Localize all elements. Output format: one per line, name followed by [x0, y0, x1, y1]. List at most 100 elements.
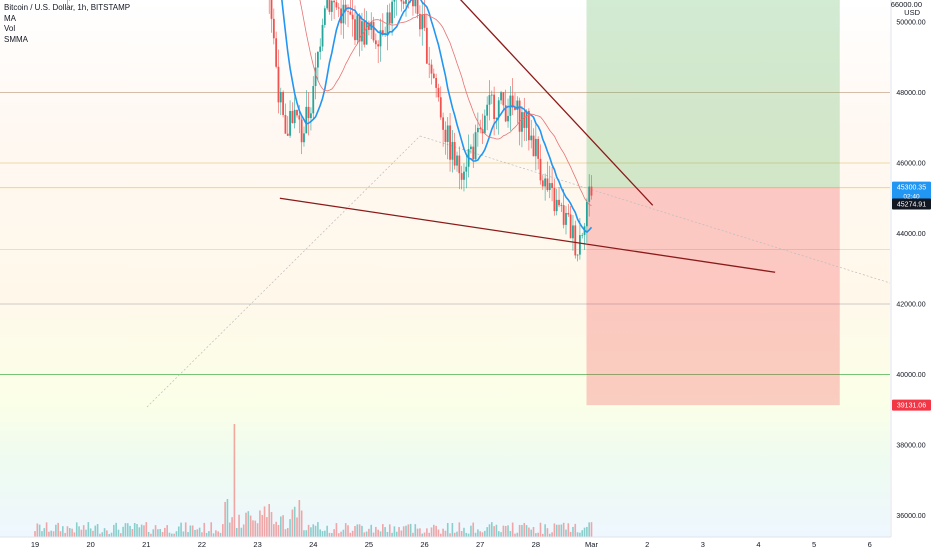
volume-bar — [562, 522, 565, 537]
volume-bar — [89, 528, 92, 537]
volume-bar — [273, 524, 275, 537]
volume-bar — [154, 525, 157, 537]
price-tag-bg — [892, 399, 931, 411]
candle-body — [581, 234, 584, 236]
candle-body — [425, 27, 428, 64]
volume-bar — [106, 530, 108, 537]
volume-bar — [430, 527, 433, 537]
candle-body — [576, 254, 579, 256]
volume-bar — [212, 533, 215, 537]
volume-bar — [502, 525, 505, 537]
candle-body — [365, 22, 368, 45]
x-tick-label: 25 — [365, 540, 373, 549]
volume-bar — [583, 527, 586, 537]
volume-bar — [484, 530, 486, 537]
volume-bar — [171, 533, 173, 537]
volume-bar — [48, 531, 50, 537]
volume-bar — [222, 524, 224, 537]
candle-body — [423, 14, 426, 28]
volume-bar — [407, 524, 410, 537]
candle-body — [421, 14, 424, 30]
candle-body — [458, 155, 461, 174]
volume-bar — [479, 531, 481, 537]
y-tick-label: 36000.00 — [896, 513, 925, 520]
volume-bar — [198, 527, 201, 537]
price-tag-bg — [892, 198, 931, 210]
volume-bar — [168, 532, 171, 537]
volume-bar — [539, 522, 542, 537]
candle-body — [412, 0, 414, 7]
position-target-zone — [586, 0, 840, 188]
candle-body — [486, 104, 489, 116]
price-axis-background — [891, 0, 932, 550]
volume-bar — [62, 526, 64, 537]
volume-bar — [391, 532, 393, 537]
volume-bar — [437, 529, 440, 537]
volume-bar — [416, 528, 419, 537]
volume-bar — [113, 524, 115, 537]
legend-indicator-vol[interactable]: Vol — [4, 24, 16, 33]
volume-bar — [87, 522, 90, 537]
volume-bar — [99, 533, 101, 537]
volume-bar — [395, 531, 398, 537]
volume-bar — [363, 532, 366, 537]
candle-body — [588, 186, 591, 202]
candle-body — [463, 171, 465, 180]
candle-body — [310, 113, 312, 119]
volume-bar — [164, 527, 166, 537]
volume-bar — [493, 526, 495, 537]
candle-body — [574, 225, 577, 256]
volume-bar — [511, 522, 514, 537]
legend-indicator-smma[interactable]: SMMA — [4, 34, 28, 44]
volume-bar — [442, 528, 444, 537]
volume-bar — [525, 525, 528, 537]
volume-bar — [530, 529, 533, 537]
volume-bar — [117, 529, 120, 537]
candle-body — [449, 125, 451, 160]
volume-bar — [59, 531, 62, 537]
chart-legend: Bitcoin / U.S. Dollar, 1h, BITSTAMP MA V… — [4, 3, 130, 45]
volume-bar — [173, 533, 175, 537]
candle-body — [572, 225, 574, 239]
volume-bar — [449, 533, 451, 537]
candle-body — [453, 142, 456, 166]
candle-body — [579, 235, 581, 255]
volume-bar — [384, 527, 386, 537]
candle-body — [534, 138, 537, 157]
volume-bar — [340, 531, 342, 537]
volume-bar — [82, 525, 85, 537]
volume-bar — [122, 526, 124, 537]
volume-bar — [226, 499, 229, 537]
y-axis-top-label: 66000.00 — [890, 0, 922, 9]
volume-bar — [405, 525, 407, 537]
volume-bar — [439, 533, 442, 537]
volume-bar — [189, 525, 192, 537]
volume-bar — [435, 525, 437, 537]
volume-bar — [521, 525, 523, 537]
candle-body — [541, 180, 544, 187]
volume-bar — [291, 509, 294, 537]
x-tick-label: 27 — [476, 540, 484, 549]
candle-body — [516, 100, 519, 110]
volume-bar — [196, 529, 199, 537]
volume-bar — [41, 531, 43, 537]
price-tag-bg — [892, 181, 931, 202]
candle-body — [321, 24, 324, 47]
candle-body — [548, 183, 551, 191]
candle-body — [532, 135, 535, 157]
candle-body — [442, 117, 444, 130]
volume-bar — [365, 531, 368, 537]
volume-bar — [126, 523, 129, 537]
volume-bar — [321, 531, 324, 537]
legend-indicator-ma[interactable]: MA — [4, 13, 16, 23]
volume-bar — [433, 524, 435, 537]
volume-bar — [446, 523, 449, 537]
volume-bar — [279, 516, 282, 537]
volume-bar — [110, 532, 113, 537]
candle-body — [300, 119, 303, 143]
x-tick-label: 3 — [701, 540, 705, 549]
candle-body — [567, 212, 570, 215]
candle-body — [391, 1, 393, 24]
volume-bar — [398, 527, 400, 537]
